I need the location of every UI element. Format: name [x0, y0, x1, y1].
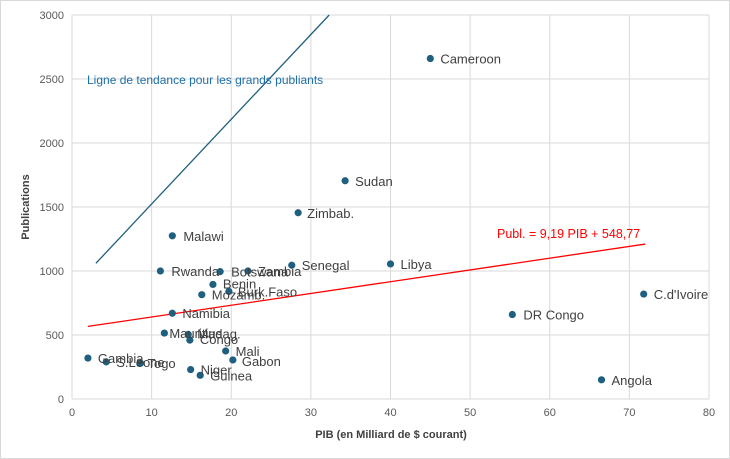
x-tick-label: 70 — [623, 407, 635, 419]
data-point — [186, 336, 194, 344]
x-tick-label: 50 — [464, 407, 476, 419]
data-point — [229, 356, 237, 364]
point-label: DR Congo — [523, 308, 584, 323]
x-axis-title: PIB (en Milliard de $ courant) — [315, 429, 467, 441]
point-label: Congo — [200, 332, 238, 347]
data-point — [294, 209, 302, 217]
data-point — [386, 260, 395, 268]
data-point — [288, 261, 296, 269]
x-tick-label: 30 — [305, 407, 317, 419]
regression-trendline — [87, 243, 646, 328]
large-publishers-trend-label: Ligne de tendance pour les grands publia… — [87, 73, 323, 87]
point-label: Guinea — [210, 368, 253, 383]
data-point — [198, 291, 206, 299]
data-point — [160, 329, 168, 337]
point-label: Zimbab. — [307, 206, 354, 221]
regression-equation-label: Publ. = 9,19 PIB + 548,77 — [497, 227, 640, 241]
y-tick-label: 0 — [58, 394, 64, 406]
x-tick-label: 20 — [225, 407, 237, 419]
data-point — [508, 310, 516, 319]
x-tick-label: 40 — [384, 407, 396, 419]
y-tick-label: 1000 — [40, 266, 64, 278]
point-label: Togo — [147, 356, 175, 371]
point-label: Mozamb. — [212, 288, 265, 303]
point-label: Benin — [223, 276, 256, 291]
data-point — [244, 267, 252, 275]
data-point — [216, 268, 224, 276]
data-point — [184, 330, 192, 338]
data-point — [640, 290, 648, 298]
large-publishers-trendline — [95, 14, 330, 264]
y-axis-title: Publications — [20, 174, 32, 239]
point-label: Rwanda — [171, 264, 219, 279]
data-point — [168, 232, 176, 240]
data-point — [426, 54, 434, 63]
point-labels: Cameroon Sudan Zimbab. Malawi Libya Senegal Rw… — [98, 52, 708, 388]
point-label: Mauritius — [169, 326, 222, 341]
point-label: Burk.Faso — [238, 284, 297, 299]
data-point — [597, 376, 606, 384]
point-label: Namibia — [182, 306, 230, 321]
y-tick-label: 3000 — [40, 10, 64, 22]
y-tick-label: 2000 — [40, 138, 64, 150]
point-label: Cameroon — [440, 52, 501, 67]
point-label: Madag. — [197, 326, 240, 341]
point-label: Mali — [236, 344, 260, 359]
data-point — [222, 347, 230, 355]
data-point — [209, 280, 217, 289]
point-label: Zambia — [258, 264, 302, 279]
point-label: Gambia — [98, 351, 144, 366]
point-label: Sudan — [355, 174, 393, 189]
point-label: S.Leone — [116, 355, 164, 370]
x-tick-label: 60 — [544, 407, 556, 419]
data-point — [168, 309, 176, 317]
data-point — [156, 267, 164, 275]
data-point — [84, 354, 92, 362]
data-point — [102, 358, 110, 366]
point-label: Botswana — [231, 265, 289, 280]
point-label: Angola — [612, 373, 653, 388]
data-points — [84, 54, 648, 384]
data-point — [187, 365, 195, 374]
x-tick-label: 0 — [69, 407, 75, 419]
point-label: Senegal — [302, 258, 350, 273]
y-tick-label: 500 — [46, 330, 64, 342]
gridlines — [71, 14, 710, 400]
point-label: Libya — [401, 257, 433, 272]
trendlines — [87, 14, 646, 328]
data-point — [341, 177, 349, 185]
y-tick-label: 2500 — [40, 74, 64, 86]
y-tick-label: 1500 — [40, 202, 64, 214]
data-point — [136, 359, 145, 367]
data-point — [196, 371, 204, 379]
data-point — [225, 287, 233, 296]
point-label: Malawi — [183, 229, 224, 244]
x-tick-label: 10 — [146, 407, 158, 419]
point-label: Gabon — [242, 354, 281, 369]
point-label: C.d'Ivoire — [654, 287, 709, 302]
x-tick-label: 80 — [703, 407, 715, 419]
point-label: Niger — [201, 363, 233, 378]
axis-ticks: 0 10 20 30 40 50 60 70 80 0 500 1000 1500 2000 2500 300… — [40, 10, 716, 419]
